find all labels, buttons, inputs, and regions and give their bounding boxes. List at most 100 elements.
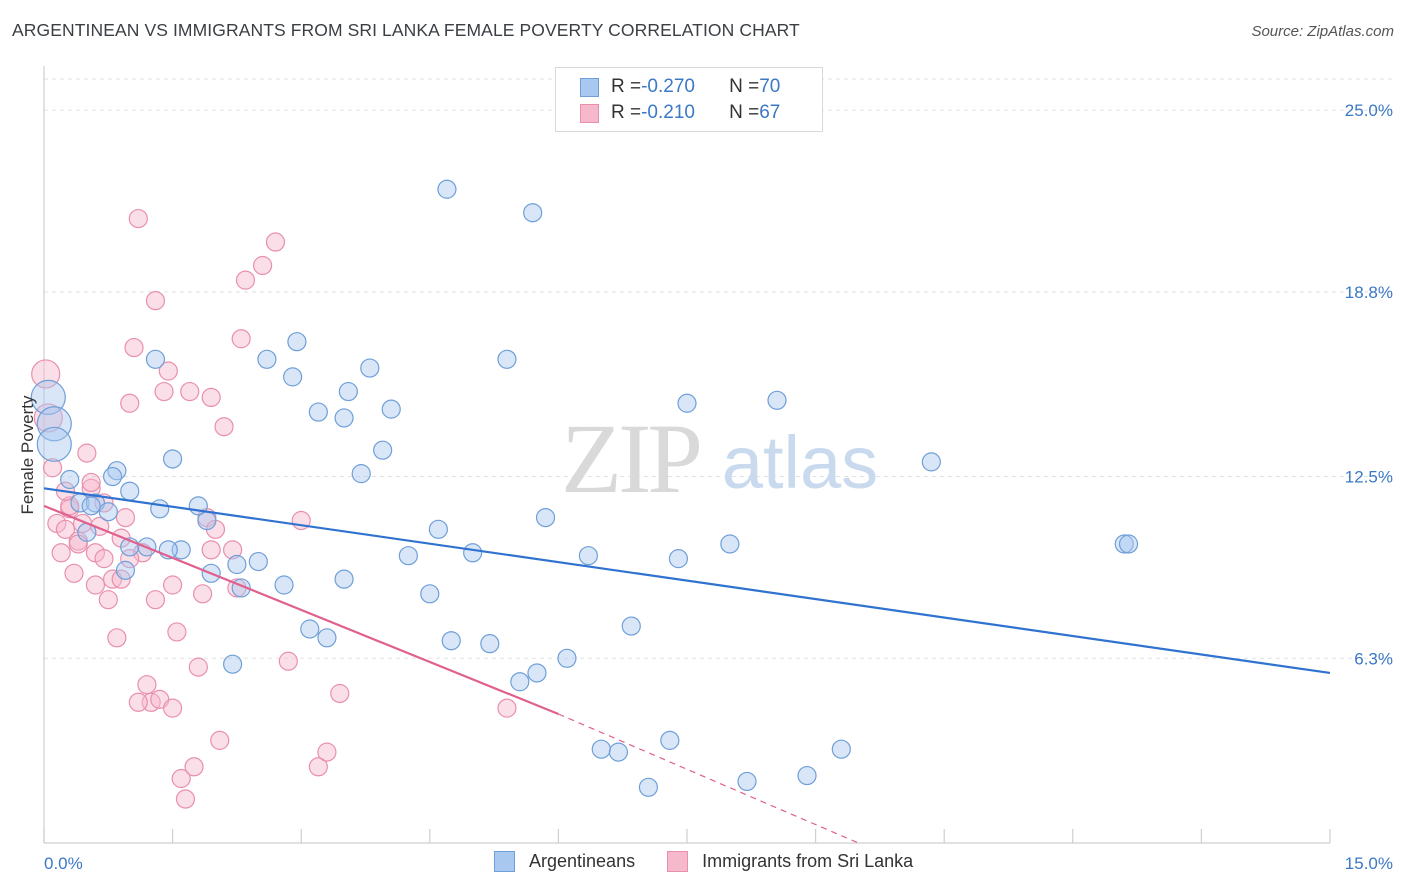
data-point [497, 349, 517, 369]
data-point [107, 628, 127, 648]
data-point [398, 546, 418, 566]
data-point [55, 519, 76, 539]
y-tick-label: 25.0% [1345, 101, 1393, 120]
data-point [591, 739, 611, 759]
chart-source: Source: ZipAtlas.com [1251, 23, 1394, 40]
data-point [231, 329, 251, 349]
data-point [51, 543, 71, 563]
data-point [227, 554, 247, 575]
data-point [188, 657, 208, 677]
data-point [441, 631, 461, 651]
data-point [120, 481, 140, 501]
data-point [145, 291, 166, 311]
y-axis-label: Female Poverty [18, 395, 37, 515]
axes [43, 66, 1331, 844]
data-point [175, 789, 196, 809]
data-point [214, 417, 234, 437]
data-point [677, 393, 697, 413]
data-point [154, 381, 174, 402]
data-point [180, 381, 200, 402]
data-point [163, 575, 183, 595]
data-point [921, 452, 941, 472]
data-point [36, 406, 72, 442]
data-point [535, 507, 556, 528]
x-tick-label: 0.0% [44, 854, 83, 873]
data-point [36, 426, 72, 462]
trend-line-argentineans [43, 487, 1331, 675]
data-point [351, 464, 371, 484]
data-point [81, 496, 101, 516]
data-point [797, 765, 817, 786]
data-point [124, 337, 144, 358]
data-point [98, 502, 118, 522]
data-point [463, 543, 483, 563]
legend-label-sri-lanka: Immigrants from Sri Lanka [702, 851, 914, 871]
data-point [98, 590, 118, 610]
data-point [120, 393, 140, 413]
data-point [1118, 534, 1139, 554]
watermark: ZIP atlas [561, 403, 878, 514]
legend-r-label: R = [611, 102, 642, 123]
data-point [767, 390, 787, 410]
data-point [64, 563, 84, 583]
data-point [831, 739, 851, 759]
data-point [150, 499, 170, 519]
trend-lines [43, 487, 1331, 844]
legend-item-argentineans: Argentineans [494, 851, 635, 872]
data-point [420, 584, 440, 604]
watermark-atlas: atlas [722, 421, 878, 504]
legend-swatch-blue [494, 851, 515, 872]
data-point [184, 757, 204, 777]
data-point [308, 757, 328, 777]
legend-swatch-pink [580, 103, 599, 123]
data-point [85, 575, 106, 595]
data-point [257, 349, 277, 369]
data-point [373, 440, 393, 460]
data-point [317, 628, 337, 648]
legend-r-label: R = [611, 76, 642, 97]
data-point [137, 675, 157, 695]
legend-swatch-blue [580, 77, 599, 97]
trend-line-sri-lanka [43, 504, 559, 716]
legend-n-value: 67 [759, 102, 781, 123]
legend-item-sri-lanka: Immigrants from Sri Lanka [667, 851, 913, 872]
data-point [210, 730, 230, 750]
data-point [523, 203, 543, 223]
x-tick-label: 15.0% [1345, 854, 1393, 873]
data-point [381, 399, 401, 419]
data-point [274, 575, 294, 595]
data-point [201, 387, 221, 408]
data-point [115, 507, 136, 528]
data-point [317, 742, 337, 762]
data-point [660, 730, 680, 750]
data-point [33, 403, 63, 433]
legend-r-value: -0.270 [641, 76, 695, 97]
data-point [287, 332, 307, 352]
data-point [1114, 534, 1134, 554]
data-point [197, 510, 217, 531]
data-point [334, 569, 354, 589]
legend-swatch-pink [667, 851, 689, 872]
data-point [638, 777, 659, 797]
data-point [145, 349, 166, 369]
data-point [360, 358, 380, 378]
data-point [128, 208, 148, 229]
data-point [145, 590, 166, 610]
data-point [163, 449, 183, 469]
data-point [60, 469, 80, 490]
legend-n-label: N = [729, 102, 760, 123]
y-tick-label: 12.5% [1345, 468, 1393, 487]
data-point [111, 569, 131, 589]
data-point [668, 549, 689, 569]
data-point [171, 768, 191, 789]
data-point [158, 361, 178, 381]
data-point [720, 534, 740, 554]
chart-title: ARGENTINEAN VS IMMIGRANTS FROM SRI LANKA… [12, 20, 800, 40]
data-point [578, 546, 599, 566]
data-point [621, 616, 641, 636]
data-point [300, 619, 320, 639]
data-point [248, 551, 268, 572]
grid-lines [44, 78, 1395, 659]
series-sri-lanka-points [31, 208, 517, 809]
legend-n-value: 70 [759, 76, 781, 97]
